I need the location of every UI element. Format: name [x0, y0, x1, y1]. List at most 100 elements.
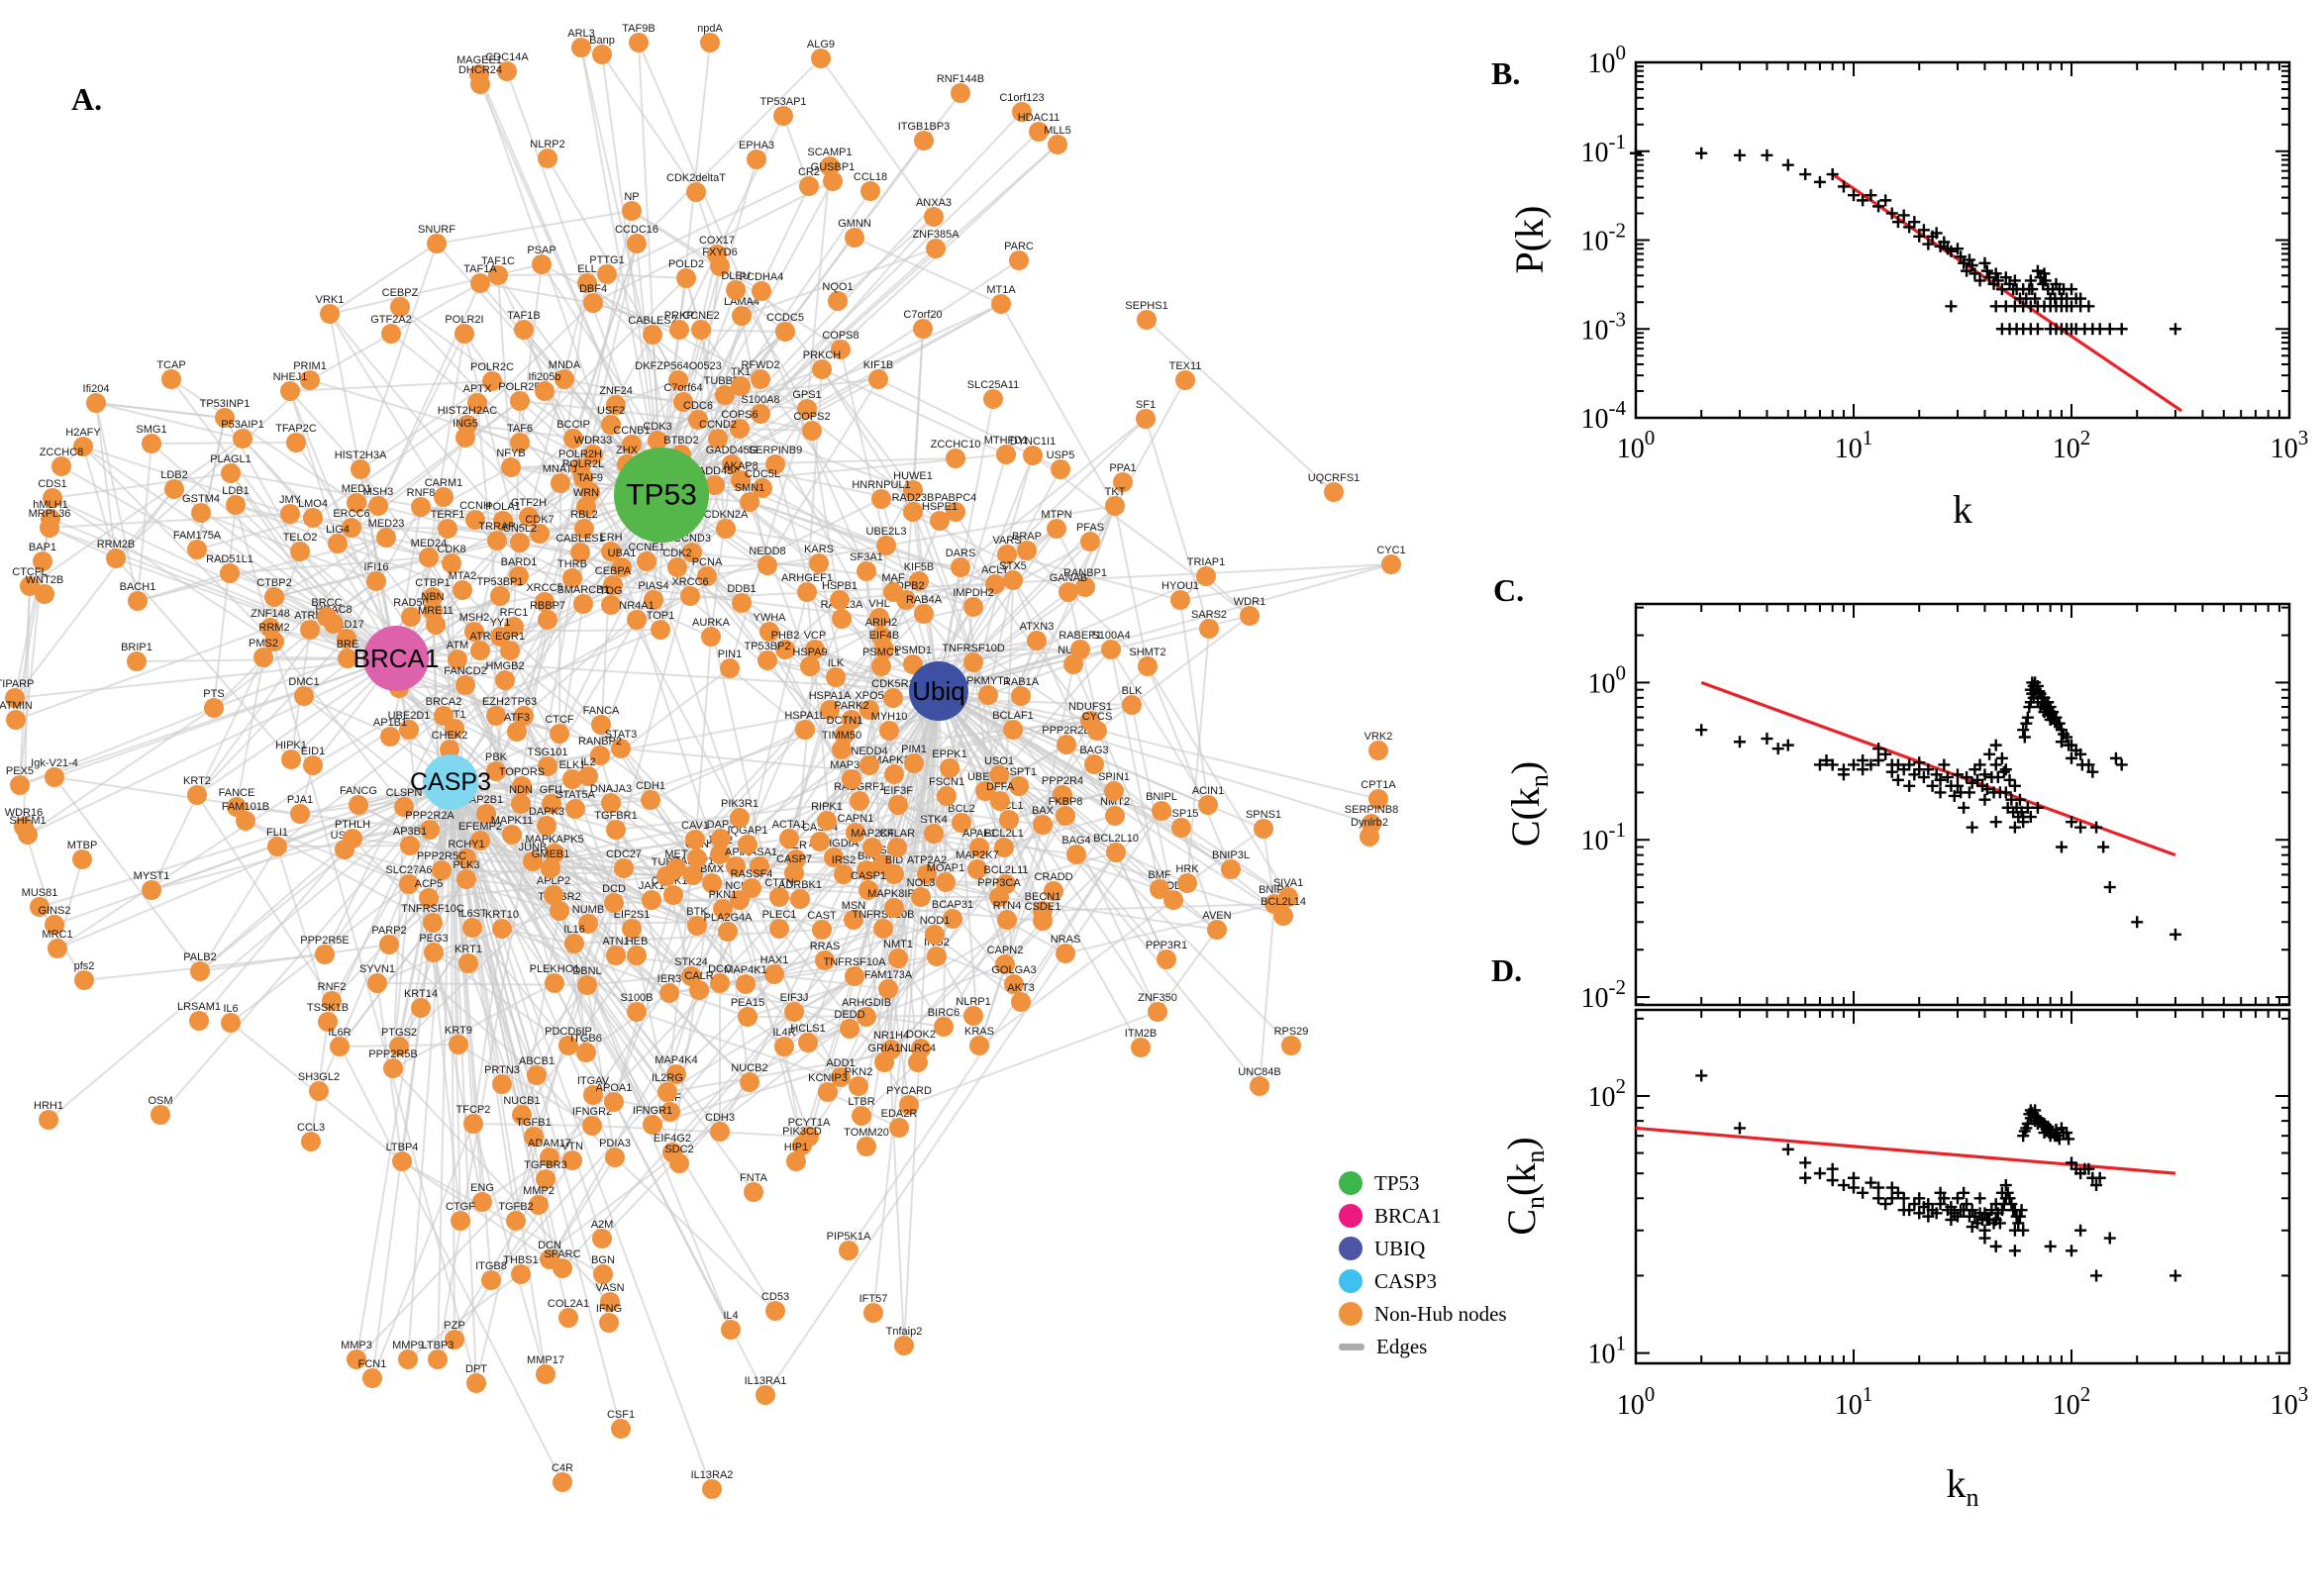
network-node [747, 150, 766, 169]
network-node [191, 503, 211, 523]
network-node-label: HMGB2 [485, 660, 524, 672]
network-node-label: FANCE [219, 787, 255, 799]
hub-label: BRCA1 [354, 644, 440, 673]
network-node [1131, 1038, 1151, 1057]
network-node-label: ADAM17 [528, 1138, 571, 1149]
network-node-label: HIST2H3A [335, 449, 387, 461]
network-node-label: SPARC [544, 1248, 580, 1260]
network-node [527, 1065, 547, 1085]
network-node [797, 399, 817, 419]
network-node-label: THRB [557, 558, 587, 570]
network-node [514, 320, 534, 340]
network-node [1152, 801, 1171, 821]
network-node-label: APOA1 [596, 1082, 633, 1094]
network-node [347, 1349, 366, 1369]
network-node [751, 404, 770, 424]
network-node [538, 756, 557, 776]
network-node [903, 480, 923, 500]
network-node [765, 1301, 785, 1321]
network-node-label: GPS1 [792, 389, 821, 401]
network-node [164, 479, 184, 499]
tick-label: 102 [2053, 426, 2091, 464]
network-node [472, 1192, 492, 1212]
network-node-label: ACP5 [415, 878, 444, 890]
network-node [1056, 944, 1075, 963]
network-node-label: FSCN1 [929, 776, 964, 788]
network-node [280, 504, 300, 524]
network-node [45, 767, 64, 787]
network-node-label: DAP3 [707, 819, 736, 831]
network-node [726, 856, 746, 876]
network-node [857, 860, 876, 880]
network-node [1138, 656, 1158, 676]
network-node [802, 421, 822, 441]
network-node-label: DBNL [572, 965, 601, 977]
network-node-label: MAP4K4 [655, 1054, 697, 1066]
network-node-label: C4R [552, 1462, 573, 1474]
network-node [702, 1479, 722, 1499]
network-node [519, 507, 539, 527]
network-node-label: CDC6 [683, 400, 713, 412]
legend-item-tp53: TP53 [1339, 1171, 1507, 1195]
tick-label: 102 [2053, 1382, 2091, 1421]
network-node [448, 649, 467, 669]
network-node [1136, 409, 1156, 429]
network-node [604, 893, 624, 913]
network-node [967, 859, 987, 879]
network-node [10, 775, 30, 795]
network-node-label: COPS8 [822, 330, 858, 342]
network-node [1250, 1076, 1269, 1096]
network-node [845, 966, 864, 986]
network-node [978, 685, 998, 705]
network-node-label: CCND2 [699, 419, 737, 431]
network-node-label: WNT2B [26, 574, 64, 586]
network-node [551, 473, 570, 493]
network-node [1324, 482, 1344, 502]
network-node [1075, 577, 1095, 597]
panel-label-a: A. [71, 81, 103, 117]
network-node [991, 294, 1011, 314]
network-node-label: RFC1 [500, 607, 529, 619]
network-node [614, 858, 634, 878]
axis-title: kn [1947, 1461, 1979, 1512]
network-node [680, 586, 700, 606]
network-node [914, 131, 934, 150]
network-node [753, 478, 772, 498]
network-node-label: CABLES2 [628, 315, 677, 327]
network-node-label: CDK5R1 [871, 678, 914, 690]
panel-label-b: B. [1491, 55, 1521, 91]
network-node-label: KRAS [964, 1026, 994, 1038]
network-node-label: YY1 [490, 617, 511, 629]
network-node [946, 449, 965, 468]
network-node-label: NOL3 [907, 877, 936, 889]
network-node-label: PLA2G4A [704, 912, 754, 924]
network-node-label: PTGS2 [381, 1027, 417, 1039]
network-node-label: hMLH1 [33, 499, 67, 511]
network-node-label: MRE11 [418, 605, 454, 617]
network-node [997, 545, 1017, 564]
network-node-label: DHCR24 [458, 64, 502, 76]
network-node-label: EIF2S1 [614, 909, 651, 921]
network-node [917, 864, 937, 884]
network-node [751, 369, 770, 389]
network-node-label: SNURF [418, 224, 455, 236]
network-node-label: PTTG1 [589, 254, 624, 266]
network-node [1070, 640, 1090, 659]
network-node [343, 829, 362, 848]
network-node [884, 898, 904, 918]
network-node-label: MT1A [986, 284, 1016, 296]
network-node-label: TGFB2 [498, 1201, 533, 1213]
network-node [805, 640, 825, 659]
network-node-label: HSPB1 [822, 580, 858, 592]
network-node-label: Dynlrb2 [1351, 817, 1388, 829]
network-node [1009, 250, 1029, 270]
network-node-label: MRPL36 [29, 508, 71, 520]
network-node [744, 1182, 763, 1202]
network-node-label: ZNF148 [251, 608, 290, 620]
network-node-label: MAGEE1 [456, 54, 502, 66]
legend-label: TP53 [1374, 1170, 1420, 1195]
network-node-label: WDR1 [1234, 596, 1265, 608]
network-node-label: CRADD [1034, 871, 1072, 883]
tick-label: 101 [1835, 426, 1873, 464]
network-node-label: RNF144B [937, 73, 984, 85]
